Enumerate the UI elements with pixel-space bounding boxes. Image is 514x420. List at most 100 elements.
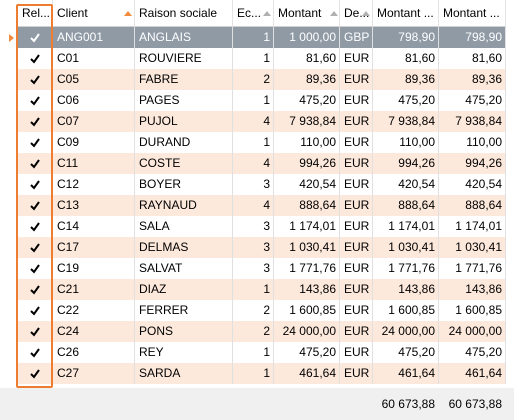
table-cell: DELMAS [139,240,189,254]
check-icon [30,264,40,274]
table-cell: 24 000,00 [448,324,502,338]
table-cell: 420,54 [465,177,502,191]
table-cell: DIAZ [139,282,167,296]
table-cell: GBP [344,30,370,44]
table-cell: 888,64 [398,198,435,212]
check-icon [30,117,40,127]
check-icon [30,180,40,190]
table-cell: EUR [344,93,370,107]
table-row[interactable] [18,132,506,153]
table-cell: 475,20 [398,345,435,359]
check-icon [30,54,40,64]
table-row[interactable] [18,195,506,216]
sort-indicator [124,11,132,16]
table-cell: 1 [263,282,270,296]
table-cell: EUR [344,324,370,338]
table-cell: 475,20 [398,93,435,107]
column-header[interactable]: Raison sociale [135,0,233,27]
column-header[interactable]: Rel... [18,0,53,27]
table-cell: C07 [57,114,80,128]
table-cell: 1 771,76 [455,261,502,275]
table-cell: EUR [344,261,370,275]
table-cell: 1 600,85 [455,303,502,317]
table-cell: 1 771,76 [289,261,336,275]
table-row[interactable] [18,237,506,258]
table-row[interactable] [18,321,506,342]
check-icon [30,96,40,106]
table-row[interactable] [18,216,506,237]
table-cell: SALA [139,219,170,233]
table-cell: 1 030,41 [289,240,336,254]
check-icon [30,222,40,232]
table-cell: C01 [57,51,80,65]
table-cell: 994,26 [398,156,435,170]
table-cell: SARDA [139,366,181,380]
table-cell: 143,86 [299,282,336,296]
column-header[interactable]: Ec... [233,0,274,27]
table-cell: EUR [344,177,370,191]
table-row[interactable] [18,342,506,363]
column-divider [372,27,373,384]
table-cell: C12 [57,177,80,191]
table-cell: 2 [263,324,270,338]
table-cell: 24 000,00 [381,324,435,338]
table-row[interactable] [18,363,506,384]
table-cell: 110,00 [399,135,435,149]
table-cell: 7 938,84 [388,114,435,128]
table-cell: 475,20 [299,345,336,359]
column-header[interactable]: Montant ... [439,0,506,27]
table-cell: 2 [263,72,270,86]
check-icon [30,348,40,358]
table-cell: C14 [57,219,80,233]
table-row[interactable] [18,153,506,174]
table-cell: C21 [57,282,80,296]
column-header[interactable]: Montant [274,0,340,27]
check-icon [30,327,40,337]
table-row[interactable] [18,48,506,69]
table-cell: 110,00 [300,135,336,149]
table-cell: ROUVIERE [139,51,202,65]
table-cell: 1 174,01 [455,219,502,233]
table-cell: FERRER [139,303,189,317]
table-row[interactable] [18,300,506,321]
table-cell: DURAND [139,135,191,149]
table-cell: 89,36 [471,72,502,86]
table-cell: 7 938,84 [289,114,336,128]
table-cell: RAYNAUD [139,198,197,212]
selected-row[interactable] [18,27,506,48]
table-cell: REY [139,345,164,359]
column-divider [505,27,506,384]
table-cell: BOYER [139,177,182,191]
table-cell: 1 600,85 [388,303,435,317]
table-cell: 475,20 [465,93,502,107]
table-cell: 89,36 [404,72,435,86]
table-row[interactable] [18,69,506,90]
table-cell: C22 [57,303,80,317]
table-cell: C05 [57,72,80,86]
table-cell: 7 938,84 [455,114,502,128]
table-cell: PUJOL [139,114,178,128]
check-icon [30,285,40,295]
table-cell: C11 [57,156,79,170]
column-divider [339,27,340,384]
table-cell: C06 [57,93,80,107]
column-header[interactable]: Client [53,0,135,27]
table-cell: EUR [344,156,370,170]
table-cell: 1 [263,366,270,380]
table-row[interactable] [18,90,506,111]
check-icon [30,138,40,148]
table-cell: 1 [263,51,270,65]
table-row[interactable] [18,258,506,279]
table-cell: 1 174,01 [289,219,336,233]
sort-indicator [362,11,370,16]
column-header[interactable]: Montant ... [373,0,439,27]
sort-indicator [263,11,271,16]
table-row[interactable] [18,111,506,132]
table-cell: PAGES [139,93,180,107]
table-cell: 143,86 [398,282,435,296]
table-row[interactable] [18,279,506,300]
table-row[interactable] [18,174,506,195]
table-cell: EUR [344,219,370,233]
table-cell: 110,00 [466,135,502,149]
